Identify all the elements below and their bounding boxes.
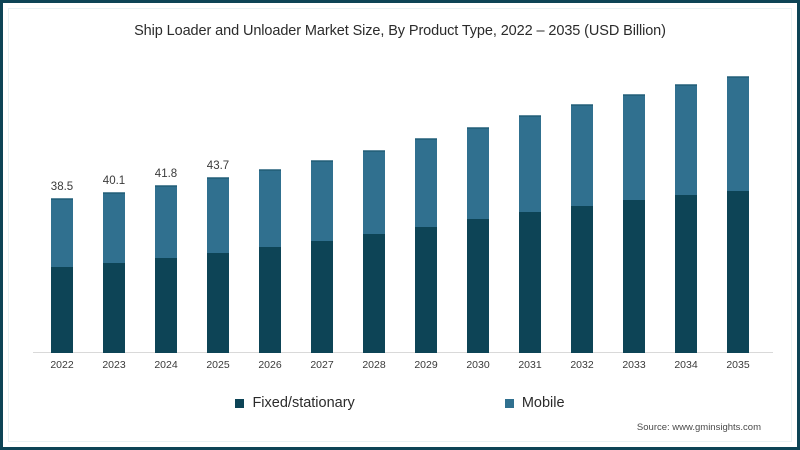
bar-value-label: 43.7 — [206, 160, 230, 172]
legend-item-mobile[interactable]: Mobile — [504, 395, 565, 411]
bar-segment-fixed-stationary[interactable] — [207, 252, 229, 353]
x-tick-label: 2029 — [414, 359, 438, 371]
x-tick-label: 2023 — [102, 359, 126, 371]
bar-segment-mobile[interactable] — [467, 126, 489, 219]
x-tick-label: 2033 — [622, 359, 646, 371]
x-tick-label: 2025 — [206, 359, 230, 371]
bar-segment-fixed-stationary[interactable] — [259, 247, 281, 353]
bar-group[interactable]: 41.8 — [155, 168, 177, 353]
bar-segment-fixed-stationary[interactable] — [155, 257, 177, 353]
bar-segment-mobile[interactable] — [519, 115, 541, 213]
legend-swatch-fixed-stationary — [235, 398, 245, 408]
bar-segment-mobile[interactable] — [103, 191, 125, 263]
bar-segment-mobile[interactable] — [727, 76, 749, 192]
bar-segment-fixed-stationary[interactable] — [623, 200, 645, 353]
bar-value-label: 40.1 — [102, 174, 126, 187]
bar-group[interactable] — [363, 149, 385, 353]
bar-segment-fixed-stationary[interactable] — [311, 240, 333, 353]
bar-segment-fixed-stationary[interactable] — [415, 226, 437, 353]
bar-group[interactable] — [727, 76, 749, 353]
bar-group[interactable] — [623, 94, 645, 353]
bar-segment-mobile[interactable] — [415, 138, 437, 227]
bar-segment-fixed-stationary[interactable] — [467, 218, 489, 353]
bar-segment-fixed-stationary[interactable] — [519, 212, 541, 353]
x-tick-label: 2022 — [50, 359, 74, 371]
bar-segment-mobile[interactable] — [623, 94, 645, 201]
bar-segment-fixed-stationary[interactable] — [727, 191, 749, 353]
source-attribution: Source: www.gminsights.com — [636, 422, 761, 433]
bar-value-label: 38.5 — [50, 180, 74, 193]
legend-label-mobile: Mobile — [521, 395, 565, 411]
bar-segment-mobile[interactable] — [311, 159, 333, 241]
bar-group[interactable] — [571, 104, 593, 353]
legend-swatch-mobile — [504, 398, 514, 408]
bar-group[interactable]: 43.7 — [207, 160, 229, 353]
bar-group[interactable] — [467, 126, 489, 353]
bar-segment-fixed-stationary[interactable] — [675, 195, 697, 353]
legend-label-fixed-stationary: Fixed/stationary — [252, 395, 355, 411]
x-tick-label: 2034 — [674, 359, 698, 371]
bar-segment-mobile[interactable] — [571, 104, 593, 206]
page-title: Ship Loader and Unloader Market Size, By… — [134, 23, 666, 39]
x-tick-label: 2032 — [570, 359, 594, 371]
x-tick-label: 2024 — [154, 359, 178, 371]
bar-segment-fixed-stationary[interactable] — [51, 267, 73, 353]
bar-group[interactable]: 40.1 — [103, 175, 125, 353]
x-tick-label: 2028 — [362, 359, 386, 371]
bar-segment-mobile[interactable] — [207, 177, 229, 253]
bar-segment-mobile[interactable] — [363, 149, 385, 234]
chart-legend: Fixed/stationary Mobile — [3, 395, 797, 411]
bar-group[interactable] — [519, 115, 541, 353]
bar-segment-mobile[interactable] — [675, 84, 697, 196]
bar-group[interactable] — [415, 138, 437, 353]
axis-baseline — [33, 352, 773, 353]
bar-segment-fixed-stationary[interactable] — [363, 233, 385, 353]
bar-segment-fixed-stationary[interactable] — [103, 262, 125, 353]
x-tick-label: 2035 — [726, 359, 750, 371]
x-tick-label: 2031 — [518, 359, 542, 371]
bar-value-label: 41.8 — [154, 167, 178, 180]
bar-group[interactable]: 38.5 — [51, 181, 73, 353]
plot-area: 38.5 40.1 41.8 43.7 2022 2023 2024 2025 2026 202… — [33, 63, 773, 371]
x-tick-label: 2026 — [258, 359, 282, 371]
bar-group[interactable] — [675, 84, 697, 353]
bar-group[interactable] — [311, 159, 333, 353]
bar-segment-mobile[interactable] — [155, 184, 177, 258]
bar-segment-mobile[interactable] — [259, 168, 281, 248]
bar-segment-mobile[interactable] — [51, 197, 73, 268]
x-tick-label: 2027 — [310, 359, 334, 371]
legend-item-fixed-stationary[interactable]: Fixed/stationary — [235, 395, 355, 411]
x-tick-label: 2030 — [466, 359, 490, 371]
bar-group[interactable] — [259, 168, 281, 353]
bar-segment-fixed-stationary[interactable] — [571, 205, 593, 353]
